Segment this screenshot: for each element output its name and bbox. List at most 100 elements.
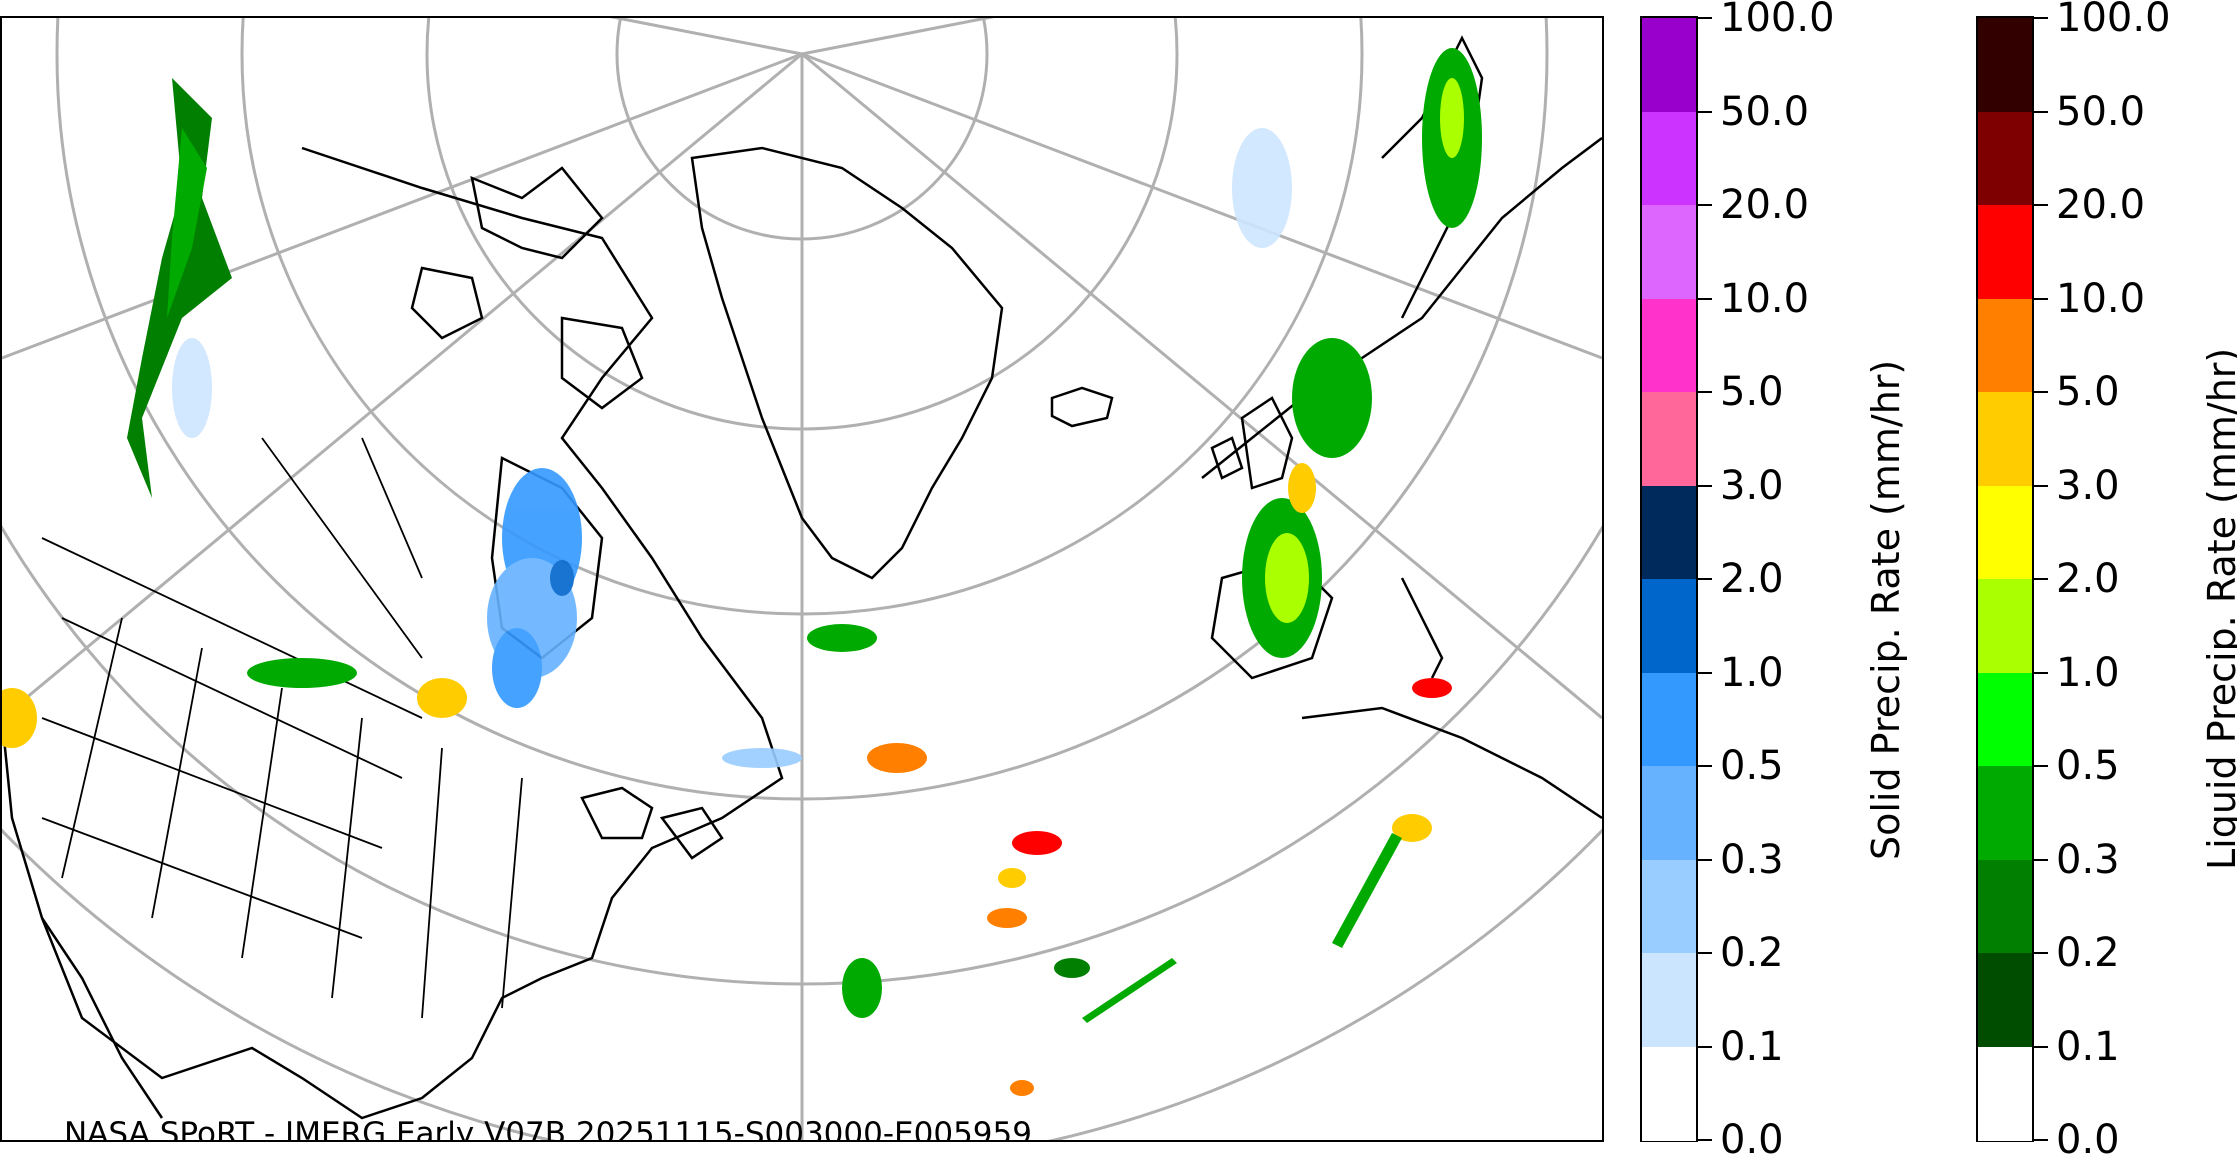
colorbar-segment (1642, 1046, 1696, 1141)
colorbar-segment (1642, 298, 1696, 393)
map-credit: NASA SPoRT - IMERG Early V07B 20251115-S… (64, 1116, 1032, 1142)
colorbar-segment (1978, 205, 2032, 299)
meridian-w45 (2, 52, 803, 360)
meridian-w30 (2, 52, 803, 720)
mexico-coast (40, 917, 164, 1119)
colorbar-segment (1642, 672, 1696, 767)
colorbar-tick (2034, 858, 2048, 861)
colorbar-tick (2034, 1045, 2048, 1048)
colorbar-segment (1978, 298, 2032, 393)
colorbar-tick-label: 50.0 (2056, 88, 2146, 135)
solid-colorbar (1640, 16, 1698, 1142)
meridian-w60 (609, 18, 803, 56)
colorbar-tick (2034, 391, 2048, 393)
colorbar-segment (1978, 672, 2032, 767)
colorbar-tick (2034, 671, 2048, 674)
colorbar-tick (1698, 297, 1712, 300)
colorbar-tick-label: 20.0 (2056, 182, 2146, 228)
colorbar-tick-label: 0.5 (2056, 743, 2120, 789)
colorbar-tick-label: 0.1 (2056, 1023, 2120, 1070)
colorbar-segment (1642, 485, 1696, 580)
arctic-archipelago (410, 166, 644, 410)
british-isles-coast (1210, 396, 1294, 490)
precipitation-map: NASA SPoRT - IMERG Early V07B 20251115-S… (0, 16, 1604, 1142)
colorbar-tick-label: 1.0 (1720, 649, 1784, 696)
colorbar-segment (1978, 18, 2032, 112)
liquid-colorbar (1976, 16, 2034, 1142)
colorbar-tick-label: 100.0 (1720, 0, 1835, 41)
colorbar-tick-label: 0.0 (2056, 1117, 2120, 1163)
colorbar-tick-label: 0.1 (1720, 1023, 1784, 1070)
state-borders (41, 437, 523, 1019)
colorbar-tick (1698, 204, 1712, 206)
colorbar-tick-label: 100.0 (2056, 0, 2171, 41)
colorbar-tick (1698, 1045, 1712, 1048)
solid-colorbar-title: Solid Precip. Rate (mm/hr) (1864, 359, 1908, 860)
colorbar-tick (1698, 110, 1712, 113)
colorbar-tick (1698, 952, 1712, 954)
colorbar-tick-label: 0.3 (2056, 836, 2120, 883)
colorbar-tick-label: 10.0 (2056, 275, 2146, 322)
colorbar-segment (1978, 953, 2032, 1047)
colorbar-tick (2034, 952, 2048, 954)
colorbar-segment (1978, 392, 2032, 486)
colorbar-segment (1978, 766, 2032, 860)
colorbar-tick-label: 2.0 (1720, 556, 1784, 602)
map-canvas (2, 18, 1602, 1140)
colorbar-tick-label: 0.3 (1720, 836, 1784, 883)
colorbar-tick-label: 5.0 (2056, 369, 2120, 415)
colorbar-segment (1978, 485, 2032, 580)
colorbar-segment (1642, 205, 1696, 299)
europe-coast (1201, 137, 1602, 479)
liquid-precip (2, 48, 1482, 1096)
colorbar-segment (1642, 859, 1696, 954)
colorbar-tick (2034, 765, 2048, 767)
meridian-e45 (801, 52, 1602, 360)
colorbar-tick-label: 0.2 (2056, 930, 2120, 976)
colorbar-tick-label: 3.0 (1720, 462, 1784, 509)
colorbar-tick-label: 0.5 (1720, 743, 1784, 789)
colorbar-tick-label: 0.0 (1720, 1117, 1784, 1163)
colorbar-tick-label: 10.0 (1720, 275, 1810, 322)
colorbar-segment (1978, 859, 2032, 954)
africa-coast (1301, 706, 1602, 820)
colorbar-tick (2034, 578, 2048, 580)
colorbar-tick (2034, 484, 2048, 487)
great-lakes (580, 786, 724, 860)
colorbar-segment (1978, 579, 2032, 673)
colorbar-segment (1642, 392, 1696, 486)
iceland-coast (1050, 386, 1114, 428)
colorbar-tick (2034, 297, 2048, 300)
colorbar-segment (1642, 111, 1696, 206)
colorbar-tick-label: 0.2 (1720, 930, 1784, 976)
colorbar-tick (1698, 484, 1712, 487)
colorbar-segment (1642, 579, 1696, 673)
north-america-coast (2, 146, 784, 1120)
greenland-coast (690, 146, 1004, 580)
colorbar-segment (1642, 766, 1696, 860)
colorbar-tick (2034, 110, 2048, 113)
liquid-colorbar-title: Liquid Precip. Rate (mm/hr) (2200, 347, 2237, 870)
meridian-e60 (801, 18, 995, 56)
colorbar-tick-label: 50.0 (1720, 88, 1810, 135)
italy-coast (1400, 577, 1444, 679)
colorbar-segment (1978, 1046, 2032, 1141)
meridian-e30 (801, 52, 1602, 720)
colorbar-tick (1698, 17, 1712, 19)
colorbar-segment (1978, 111, 2032, 206)
colorbar-tick (1698, 1139, 1712, 1141)
colorbar-tick (1698, 671, 1712, 674)
colorbar-segment (1642, 18, 1696, 112)
colorbar-tick (2034, 1139, 2048, 1141)
colorbar-tick (1698, 391, 1712, 393)
graticule (2, 18, 1602, 1140)
colorbar-tick (2034, 17, 2048, 19)
colorbar-tick-label: 2.0 (2056, 556, 2120, 602)
colorbar-segment (1642, 953, 1696, 1047)
colorbar-tick-label: 5.0 (1720, 369, 1784, 415)
colorbar-tick-label: 20.0 (1720, 182, 1810, 228)
colorbar-tick (2034, 204, 2048, 206)
colorbar-tick (1698, 858, 1712, 861)
colorbar-tick-label: 3.0 (2056, 462, 2120, 509)
colorbar-tick (1698, 765, 1712, 767)
